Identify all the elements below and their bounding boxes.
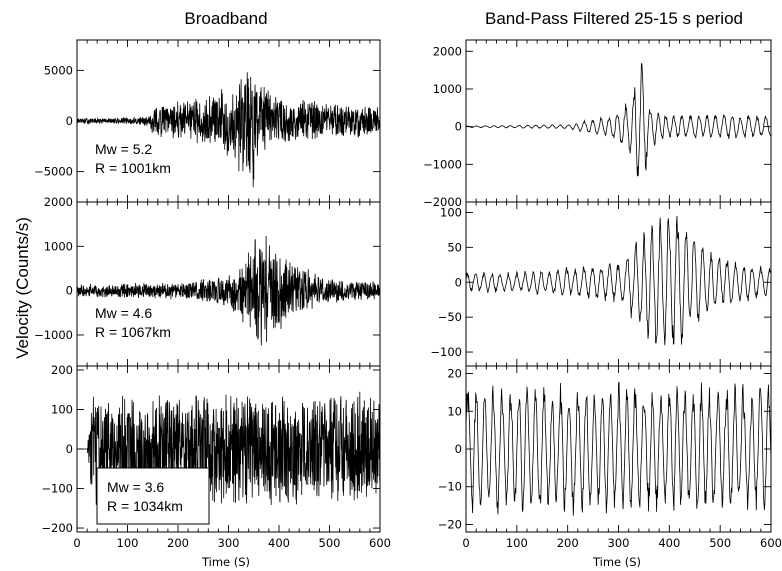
waveform-trace — [77, 391, 381, 507]
distance-label: R = 1067km — [95, 324, 171, 340]
x-tick-label: 600 — [760, 536, 782, 550]
y-tick-label: −1000 — [34, 328, 73, 342]
y-tick-label: 0 — [66, 114, 73, 128]
waveform-trace — [465, 215, 772, 346]
y-tick-label: 2000 — [44, 195, 73, 209]
x-tick-label: 500 — [319, 536, 341, 550]
y-tick-label: 50 — [447, 240, 462, 254]
x-tick-label: 100 — [117, 536, 139, 550]
x-tick-label: 200 — [167, 536, 189, 550]
y-tick-label: 1000 — [433, 82, 462, 96]
x-tick-label: 200 — [557, 536, 579, 550]
waveform-trace — [465, 381, 772, 516]
y-tick-label: −5000 — [34, 165, 73, 179]
x-tick-label: 300 — [608, 536, 630, 550]
x-tick-label: 0 — [73, 536, 80, 550]
x-tick-label: 300 — [218, 536, 240, 550]
y-axis-label: Velocity (Counts/s) — [13, 217, 32, 359]
y-tick-label: 10 — [447, 404, 462, 418]
distance-label: R = 1034km — [107, 498, 183, 514]
right-x-axis-label: Time (S) — [592, 555, 641, 569]
y-tick-label: 0 — [66, 442, 73, 456]
annotation-box — [96, 467, 210, 525]
magnitude-label: Mw = 5.2 — [95, 141, 152, 157]
x-tick-label: 100 — [506, 536, 528, 550]
panel-right-1: −100 −50 0 50 100 — [430, 201, 772, 367]
x-tick-label: 600 — [369, 536, 391, 550]
panel-left-2: −200 −100 0 100 200 0 100 200 300 400 500 600 Mw = 3… — [41, 363, 391, 550]
distance-label: R = 1001km — [95, 160, 171, 176]
right-column-title: Band-Pass Filtered 25-15 s period — [485, 9, 743, 28]
y-tick-label: 1000 — [44, 239, 73, 253]
x-tick-label: 400 — [268, 536, 290, 550]
magnitude-label: Mw = 3.6 — [107, 479, 164, 495]
y-tick-label: −100 — [430, 345, 462, 359]
x-tick-label: 0 — [462, 536, 469, 550]
panel-right-0: −2000 −1000 0 1000 2000 — [423, 39, 772, 209]
y-tick-label: 0 — [455, 442, 462, 456]
waveform-trace — [76, 72, 381, 188]
panel-left-0: −5000 0 5000 Mw = 5.2 R = 1001km — [34, 39, 381, 203]
plot-frame — [465, 201, 772, 367]
y-tick-label: 100 — [440, 205, 462, 219]
y-tick-label: 200 — [51, 363, 73, 377]
y-tick-label: 20 — [447, 367, 462, 381]
y-tick-label: 5000 — [44, 63, 73, 77]
y-tick-label: −2000 — [423, 195, 462, 209]
panel-left-1: −1000 0 1000 2000 Mw = 4.6 R = 1067km — [34, 195, 381, 367]
y-tick-label: −10 — [438, 480, 462, 494]
y-tick-label: 100 — [51, 402, 73, 416]
y-tick-label: 2000 — [433, 44, 462, 58]
y-tick-label: −1000 — [423, 157, 462, 171]
waveform-trace — [76, 235, 381, 346]
y-tick-label: 0 — [66, 284, 73, 298]
y-tick-label: −20 — [438, 517, 462, 531]
magnitude-label: Mw = 4.6 — [95, 305, 152, 321]
x-tick-label: 400 — [658, 536, 680, 550]
left-x-axis-label: Time (S) — [201, 555, 250, 569]
y-tick-label: −200 — [41, 521, 73, 535]
waveform-trace — [465, 63, 772, 177]
y-tick-label: 0 — [455, 275, 462, 289]
left-column-title: Broadband — [184, 9, 267, 28]
x-tick-label: 500 — [709, 536, 731, 550]
y-tick-label: −100 — [41, 482, 73, 496]
y-tick-label: −50 — [438, 310, 462, 324]
y-tick-label: 0 — [455, 120, 462, 134]
